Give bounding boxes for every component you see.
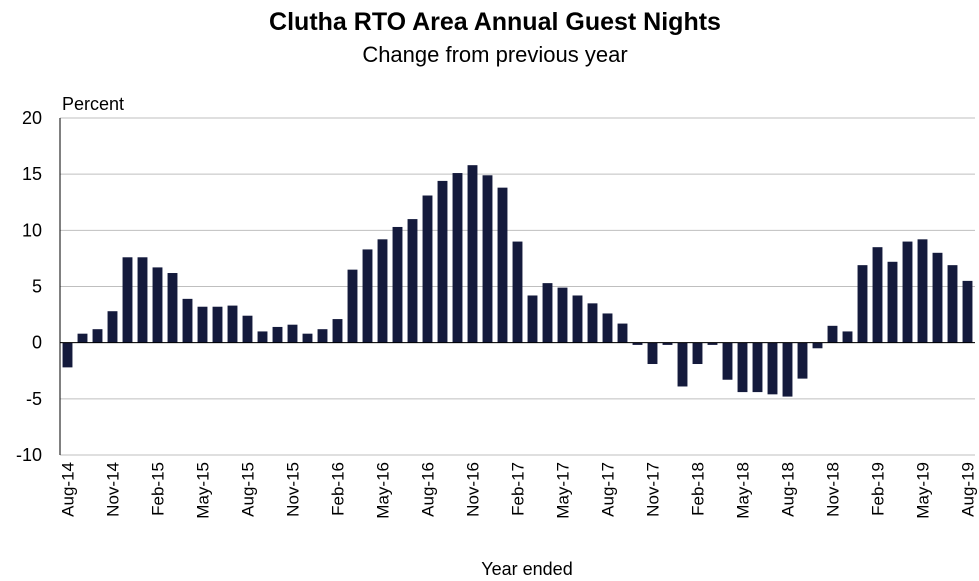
bar [137,257,148,343]
bar [782,342,793,397]
x-tick-label: May-17 [554,462,573,519]
bar [182,298,193,343]
x-tick-label: Aug-16 [419,462,438,517]
bar [872,247,883,343]
x-tick-label: Nov-16 [464,462,483,517]
bar [497,187,508,343]
bar [962,280,973,343]
x-tick-label: Nov-17 [644,462,663,517]
x-tick-label: Nov-18 [824,462,843,517]
y-tick-label: 20 [22,108,42,128]
bar [527,295,538,343]
bar [542,283,553,343]
bar [407,219,418,343]
bar [197,306,208,343]
bar [377,239,388,343]
y-tick-label: 15 [22,164,42,184]
x-tick-label: Aug-15 [239,462,258,517]
x-tick-label: May-19 [914,462,933,519]
y-axis-label: Percent [62,94,124,114]
x-tick-label: Aug-19 [959,462,978,517]
bar [737,342,748,393]
x-tick-label: Feb-18 [689,462,708,516]
bar [122,257,133,343]
bar [887,261,898,343]
bar [902,241,913,343]
bar [587,303,598,343]
bar [752,342,763,393]
bar [392,226,403,343]
bar [857,265,868,343]
bar [722,342,733,380]
bar [332,319,343,343]
x-tick-label: Nov-14 [104,462,123,517]
x-tick-label: May-15 [194,462,213,519]
bar [602,313,613,343]
chart-subtitle: Change from previous year [362,42,627,67]
bar [107,311,118,343]
x-tick-label: Feb-19 [869,462,888,516]
bar [152,267,163,343]
bar [77,333,88,343]
bar [212,306,223,343]
bar [917,239,928,343]
chart-title: Clutha RTO Area Annual Guest Nights [269,8,721,36]
x-axis-label: Year ended [481,559,572,579]
bar [467,165,478,343]
x-tick-label: Feb-15 [149,462,168,516]
bar [482,175,493,343]
y-tick-label: 10 [22,220,42,240]
bar [92,329,103,343]
x-tick-label: Aug-14 [59,462,78,517]
x-tick-label: May-18 [734,462,753,519]
bar [167,273,178,343]
bar [767,342,778,395]
y-tick-label: 0 [32,333,42,353]
bar [512,241,523,343]
bar [362,249,373,343]
bar [437,180,448,343]
y-tick-label: -5 [26,389,42,409]
bar [647,342,658,365]
y-tick-label: 5 [32,277,42,297]
x-tick-label: Aug-18 [779,462,798,517]
bar [707,342,718,345]
y-tick-label: -10 [16,445,42,465]
bar [317,329,328,343]
bar [272,326,283,343]
bar [557,287,568,343]
x-tick-label: Nov-15 [284,462,303,517]
bar [257,331,268,343]
bar [452,173,463,343]
bar [797,342,808,379]
bar [572,295,583,343]
bar [842,331,853,343]
bar [932,252,943,343]
bar [812,342,823,349]
x-tick-label: May-16 [374,462,393,519]
bar [422,195,433,343]
bar [947,265,958,343]
bar [632,342,643,345]
x-tick-label: Aug-17 [599,462,618,517]
x-tick-label: Feb-16 [329,462,348,516]
bar [242,315,253,343]
bar [662,342,673,345]
bar [302,333,313,343]
bar [827,325,838,343]
bar [677,342,688,387]
bar [227,305,238,343]
x-tick-label: Feb-17 [509,462,528,516]
bar [62,342,73,368]
bar [692,342,703,365]
bar [287,324,298,343]
bar [617,323,628,343]
bar [347,269,358,343]
